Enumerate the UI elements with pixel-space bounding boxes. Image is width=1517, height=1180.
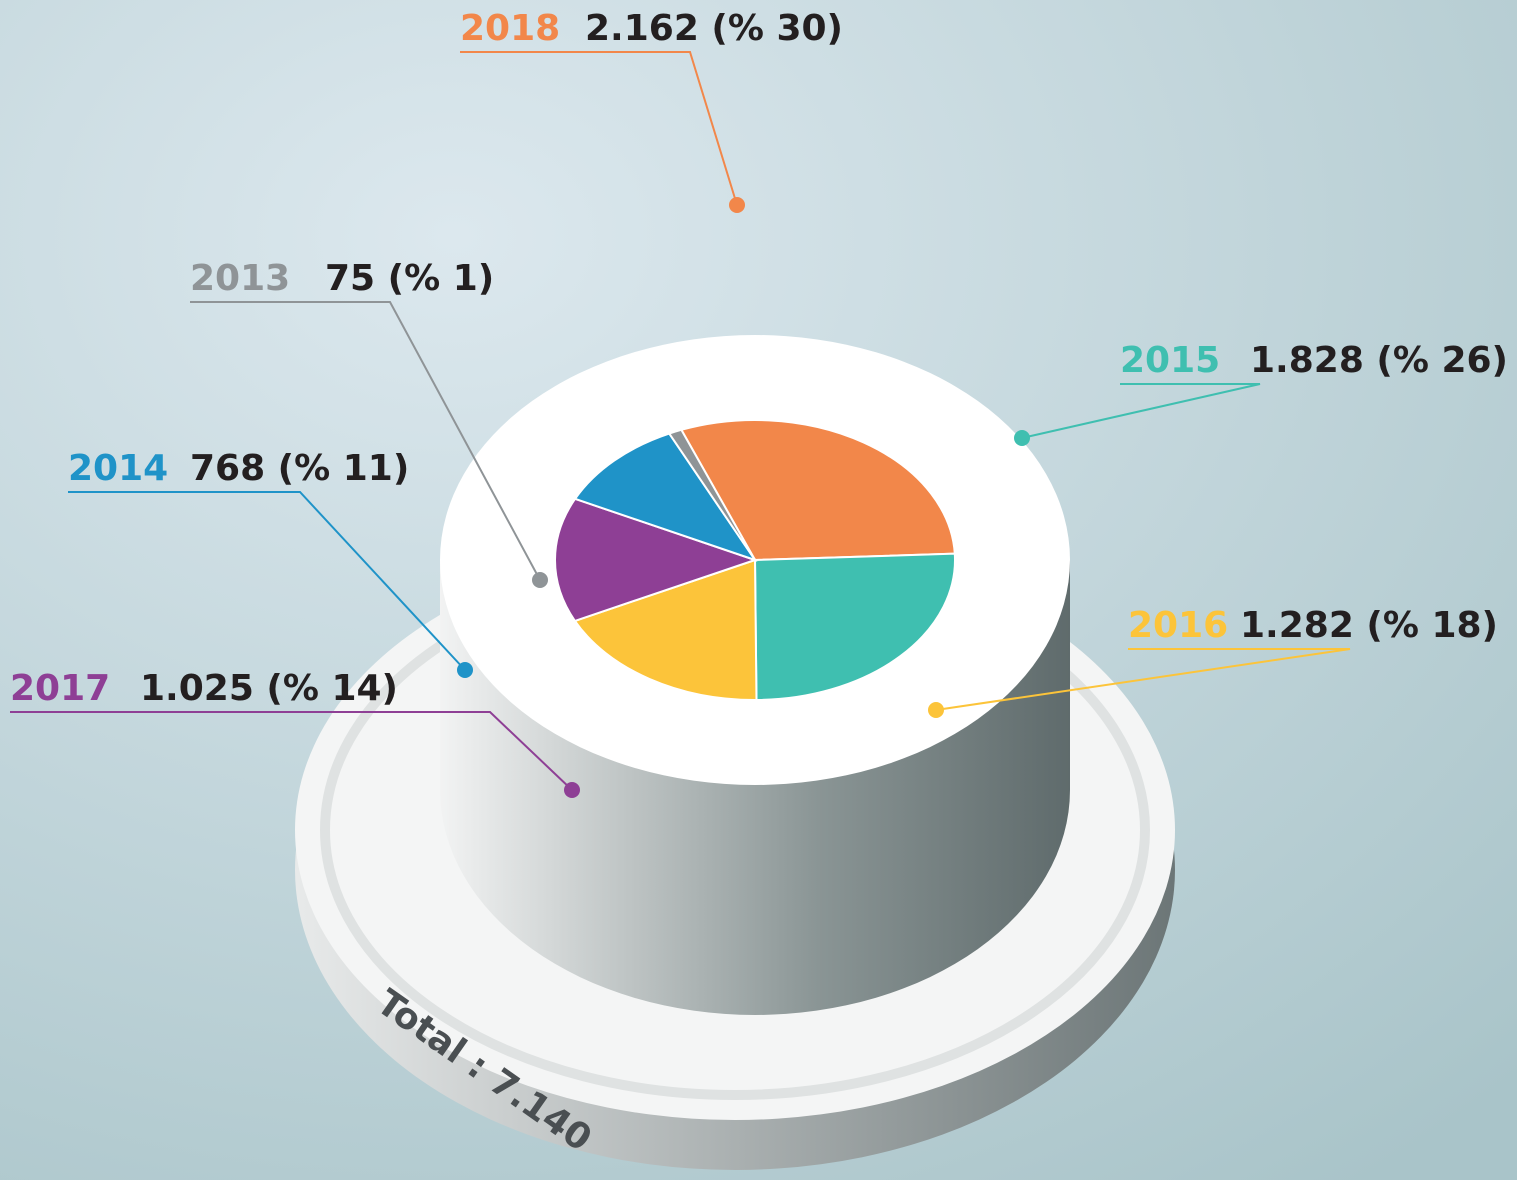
pie-slice [554, 497, 759, 623]
year-label: 2014 [68, 448, 168, 489]
year-label: 2015 [1120, 340, 1220, 381]
leader-dot [564, 782, 580, 798]
value-label: 2.162 (% 30) [585, 8, 843, 49]
value-label: 768 (% 11) [190, 448, 409, 489]
leader-dot [1014, 430, 1030, 446]
value-label: 1.828 (% 26) [1250, 340, 1508, 381]
leader-line [1021, 383, 1261, 439]
leader-dot [532, 572, 548, 588]
leader-line [10, 711, 573, 791]
pie-slice [679, 419, 956, 562]
year-label: 2017 [10, 668, 110, 709]
pie-slice [573, 432, 758, 562]
leader-line [68, 491, 466, 671]
year-label: 2016 [1128, 605, 1228, 646]
pie-slice [573, 558, 758, 701]
leader-dot [457, 662, 473, 678]
value-label: 1.025 (% 14) [140, 668, 398, 709]
value-label: 75 (% 1) [325, 258, 494, 299]
year-label: 2018 [460, 8, 560, 49]
pie-slice [667, 428, 756, 561]
year-label: 2013 [190, 258, 290, 299]
pie-slice [753, 552, 956, 702]
leader-line [460, 51, 738, 206]
leader-dot [928, 702, 944, 718]
leader-line [935, 648, 1351, 711]
value-label: 1.282 (% 18) [1240, 605, 1498, 646]
leader-dot [729, 197, 745, 213]
leader-line [190, 301, 541, 581]
